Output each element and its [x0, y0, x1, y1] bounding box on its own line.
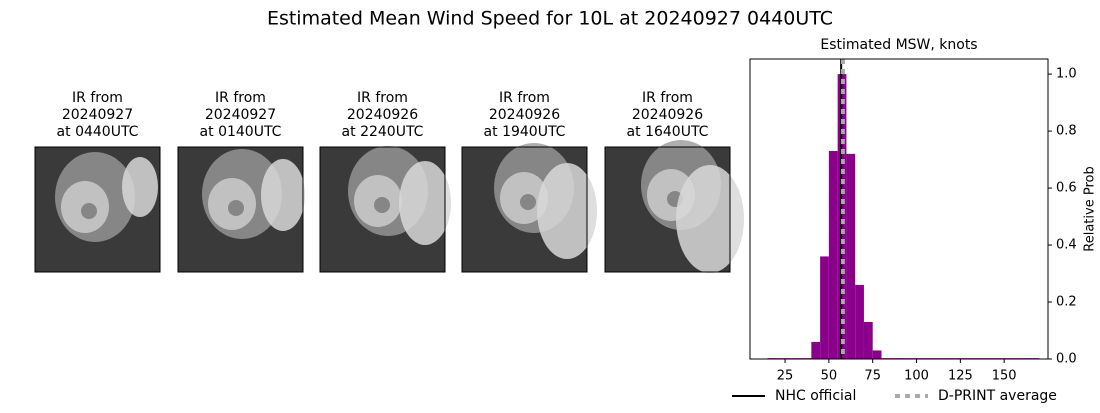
image-frame [34, 146, 161, 273]
y-tick-label: 1.0 [1056, 67, 1077, 82]
cloud [676, 165, 744, 273]
cloud [520, 194, 536, 210]
panel-title: IR from [642, 90, 693, 106]
x-tick-label: 75 [864, 369, 881, 384]
y-tick-label: 0.4 [1056, 238, 1077, 253]
image-frame [319, 146, 446, 273]
cloud [81, 203, 97, 219]
bar [872, 350, 882, 359]
panel-title: 20240926 [347, 107, 418, 123]
chart-title: Estimated MSW, knots [820, 37, 977, 53]
plot-frame [749, 58, 1049, 360]
x-tick-label: 125 [948, 369, 973, 384]
bar [855, 284, 864, 359]
image-frame [177, 146, 304, 273]
x-tick-label: 100 [904, 369, 929, 384]
panel-title: 20240927 [205, 107, 276, 123]
panel-title: 20240927 [62, 107, 133, 123]
panel-title: 20240926 [489, 107, 560, 123]
bar [811, 341, 821, 359]
panel-title: at 0440UTC [57, 124, 139, 140]
y-tick-label: 0.8 [1056, 124, 1077, 139]
y-tick-label: 0.6 [1056, 181, 1077, 196]
satellite-image [604, 140, 744, 273]
panel-title: IR from [499, 90, 550, 106]
image-frame [461, 146, 588, 273]
image-frame [604, 146, 731, 273]
legend-label: NHC official [775, 388, 856, 404]
panel-title: IR from [215, 90, 266, 106]
panel-title: at 2240UTC [342, 124, 424, 140]
x-tick-label: 150 [992, 369, 1017, 384]
bar [828, 151, 838, 359]
panel-title: at 0140UTC [200, 124, 282, 140]
bar [846, 153, 856, 359]
panel-title: at 1640UTC [627, 124, 709, 140]
panel-title: 20240926 [632, 107, 703, 123]
panel-title: IR from [72, 90, 123, 106]
panel-title: at 1940UTC [484, 124, 566, 140]
figure-title: Estimated Mean Wind Speed for 10L at 202… [267, 8, 833, 30]
satellite-image [34, 146, 161, 273]
x-tick-label: 25 [777, 369, 794, 384]
y-tick-label: 0.0 [1056, 352, 1077, 367]
bar [863, 321, 873, 359]
y-axis-label: Relative Prob [1083, 166, 1098, 251]
legend-label: D-PRINT average [938, 388, 1057, 404]
satellite-image [461, 143, 597, 273]
satellite-image [319, 146, 451, 273]
cloud [261, 159, 305, 231]
cloud [228, 200, 244, 216]
cloud [537, 163, 597, 259]
cloud [374, 197, 390, 213]
cloud [122, 157, 158, 217]
panel-title: IR from [357, 90, 408, 106]
y-tick-label: 0.2 [1056, 295, 1077, 310]
x-tick-label: 50 [821, 369, 838, 384]
bar [820, 256, 829, 359]
satellite-image [177, 146, 305, 273]
cloud [399, 161, 451, 245]
